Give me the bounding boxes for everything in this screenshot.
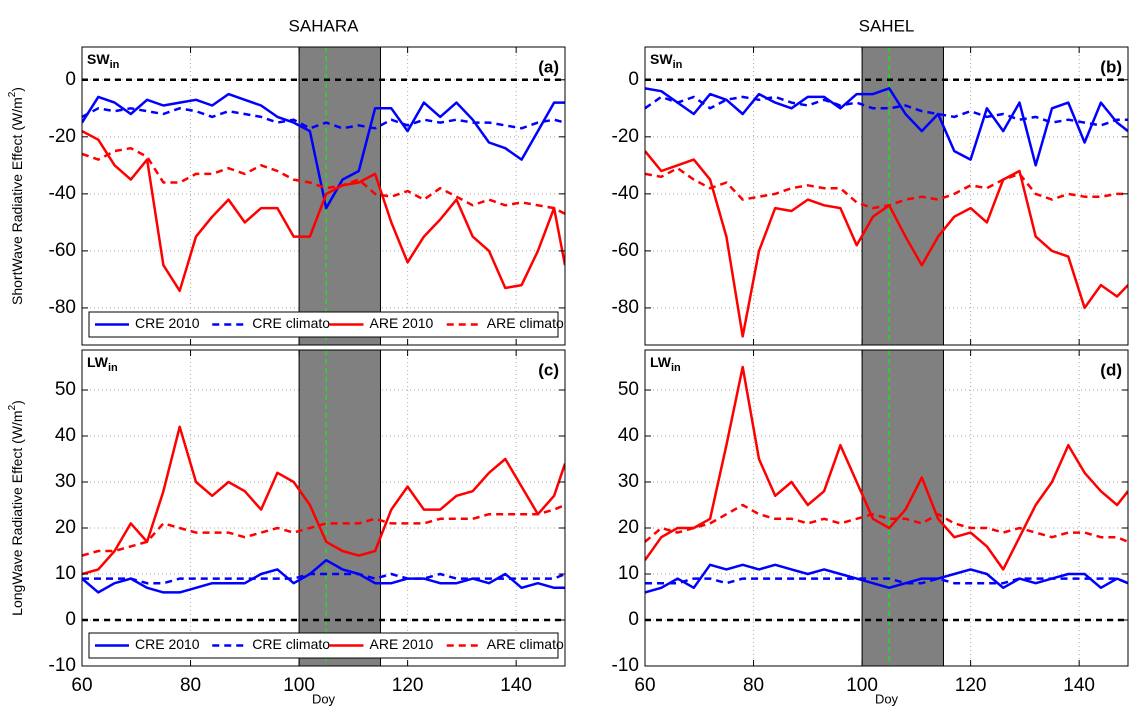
series-line — [645, 166, 1128, 210]
shaded-period — [861, 350, 944, 666]
y-tick-label: -60 — [612, 240, 639, 261]
panel-annotation: SWin — [650, 51, 683, 71]
series-line — [645, 577, 1128, 585]
y-tick-label: -80 — [49, 297, 76, 318]
legend-label: ARE 2010 — [370, 315, 434, 331]
shaded-period — [861, 47, 944, 345]
legend-label: ARE climato — [487, 636, 564, 652]
shaded-period — [298, 350, 381, 666]
plot-frame — [644, 46, 1129, 346]
legend-label: CRE 2010 — [135, 315, 200, 331]
y-tick-label: -60 — [49, 240, 76, 261]
x-tick-label: 120 — [392, 675, 424, 696]
annotation-sub: in — [110, 59, 120, 71]
legend-box — [88, 632, 559, 659]
series-line — [82, 129, 565, 293]
y-tick-label: 30 — [618, 471, 639, 492]
plot-area — [82, 47, 565, 345]
plot-area — [645, 47, 1128, 345]
series-line — [82, 503, 565, 557]
panel-annotation: LWin — [650, 354, 681, 374]
legend-box — [88, 311, 559, 338]
x-tick-label: 100 — [283, 675, 315, 696]
annotation-main: SW — [650, 51, 673, 67]
plot-area — [645, 350, 1128, 666]
series-line — [645, 503, 1128, 543]
y-tick-label: -20 — [612, 126, 639, 147]
panel-label: (d) — [1100, 360, 1122, 379]
x-tick-label: 140 — [1063, 675, 1095, 696]
x-axis-label: Doy — [875, 691, 899, 706]
y-tick-label: 10 — [55, 563, 76, 584]
y-tick-label: 20 — [618, 517, 639, 538]
x-axis-label: Doy — [312, 691, 336, 706]
panel-annotation: SWin — [87, 51, 120, 71]
series-line — [82, 146, 565, 215]
series-line — [82, 92, 565, 210]
y-tick-label: -40 — [612, 183, 639, 204]
panel-label: (a) — [538, 57, 559, 76]
legend-label: CRE climato — [252, 315, 330, 331]
y-tick-label: 0 — [65, 609, 76, 630]
y-tick-label: -20 — [49, 126, 76, 147]
y-axis-label: LongWave Radiative Effect (W/m2) — [7, 400, 25, 616]
annotation-sub: in — [108, 362, 118, 374]
y-tick-label: 0 — [65, 69, 76, 90]
plot-frame — [644, 349, 1129, 667]
annotation-sub: in — [671, 362, 681, 374]
y-tick-label: 40 — [55, 425, 76, 446]
y-tick-label: 10 — [618, 563, 639, 584]
annotation-main: SW — [87, 51, 110, 67]
y-tick-label: -80 — [612, 297, 639, 318]
x-tick-label: 80 — [180, 675, 201, 696]
x-tick-label: 120 — [955, 675, 987, 696]
legend-label: ARE 2010 — [370, 636, 434, 652]
plot-frame — [81, 46, 566, 346]
series-line — [82, 572, 565, 585]
annotation-sub: in — [673, 59, 683, 71]
y-label-main: ShortWave Radiative Effect (W/m — [9, 97, 25, 305]
y-tick-label: -10 — [49, 655, 76, 676]
legend-label: CRE climato — [252, 636, 330, 652]
y-tick-label: 0 — [628, 69, 639, 90]
panel-label: (c) — [538, 360, 559, 379]
y-label-end: ) — [9, 400, 25, 405]
legend-label: CRE 2010 — [135, 636, 200, 652]
y-label-sup: 2 — [7, 404, 18, 410]
x-tick-label: 60 — [634, 675, 655, 696]
y-tick-label: 50 — [618, 379, 639, 400]
series-line — [82, 425, 565, 576]
y-label-main: LongWave Radiative Effect (W/m — [9, 410, 25, 615]
plot-area — [82, 350, 565, 666]
series-line — [82, 107, 565, 130]
series-line — [645, 365, 1128, 571]
x-tick-label: 80 — [743, 675, 764, 696]
x-tick-label: 100 — [846, 675, 878, 696]
y-label-sup: 2 — [7, 91, 18, 97]
y-tick-label: 20 — [55, 517, 76, 538]
y-tick-label: 30 — [55, 471, 76, 492]
panel-title: SAHARA — [289, 16, 360, 35]
plot-frame — [81, 349, 566, 667]
y-tick-label: 40 — [618, 425, 639, 446]
panel-title: SAHEL — [859, 16, 915, 35]
y-tick-label: -10 — [612, 655, 639, 676]
y-tick-label: 50 — [55, 379, 76, 400]
panel-label: (b) — [1100, 57, 1122, 76]
x-tick-label: 140 — [500, 675, 532, 696]
x-tick-label: 60 — [71, 675, 92, 696]
legend-label: ARE climato — [487, 315, 564, 331]
y-tick-label: 0 — [628, 609, 639, 630]
y-label-end: ) — [9, 87, 25, 92]
annotation-main: LW — [650, 354, 672, 370]
y-axis-label: ShortWave Radiative Effect (W/m2) — [7, 87, 25, 305]
series-line — [645, 87, 1128, 167]
series-line — [82, 558, 565, 594]
y-tick-label: -40 — [49, 183, 76, 204]
panel-annotation: LWin — [87, 354, 118, 374]
annotation-main: LW — [87, 354, 109, 370]
shaded-period — [298, 47, 381, 345]
